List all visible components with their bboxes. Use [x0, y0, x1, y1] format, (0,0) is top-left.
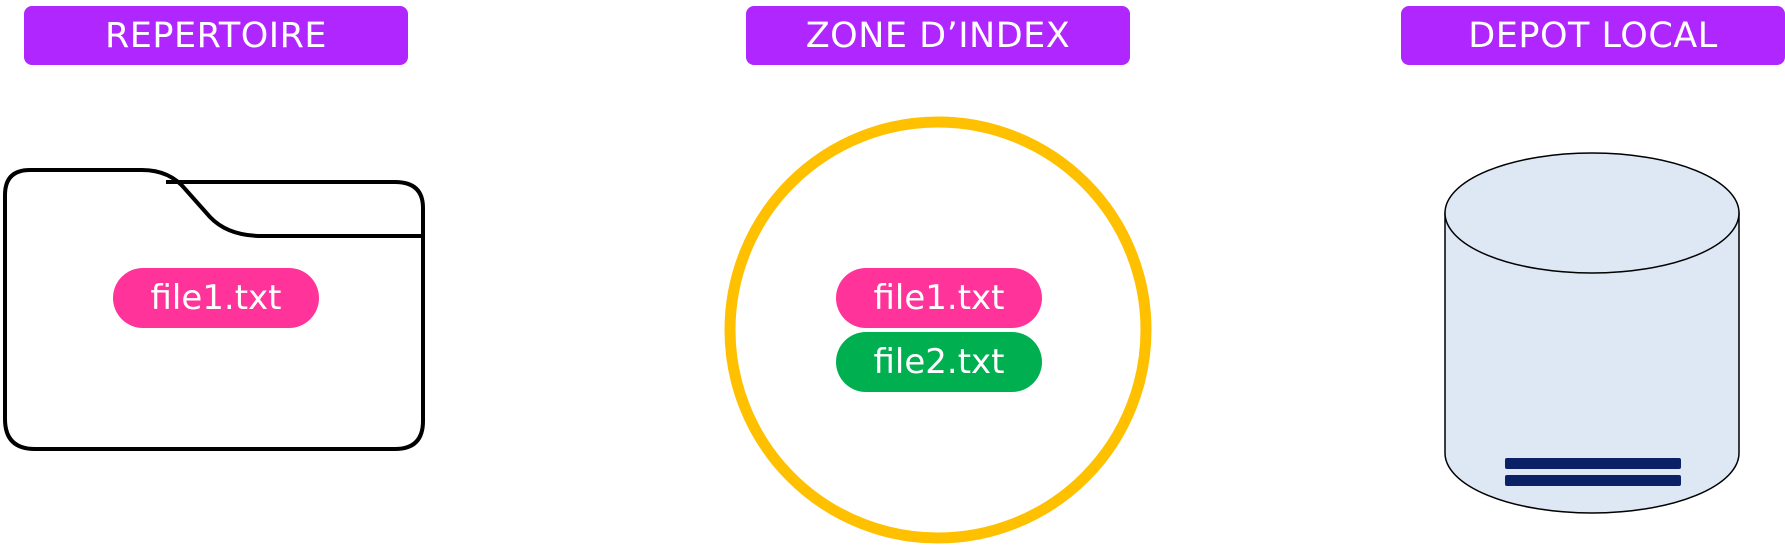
database-icon — [1444, 152, 1740, 514]
local-repository-header: DEPOT LOCAL — [1401, 6, 1785, 65]
file2-badge: file2.txt — [836, 332, 1042, 392]
storage-bar — [1505, 475, 1681, 486]
staging-area-ring — [724, 116, 1152, 544]
working-directory-header: REPERTOIRE — [24, 6, 408, 65]
file1-badge: file1.txt — [836, 268, 1042, 328]
ring — [724, 116, 1152, 544]
storage-bar — [1505, 458, 1681, 469]
staging-area-header: ZONE D’INDEX — [746, 6, 1130, 65]
file1-badge: file1.txt — [113, 268, 319, 328]
